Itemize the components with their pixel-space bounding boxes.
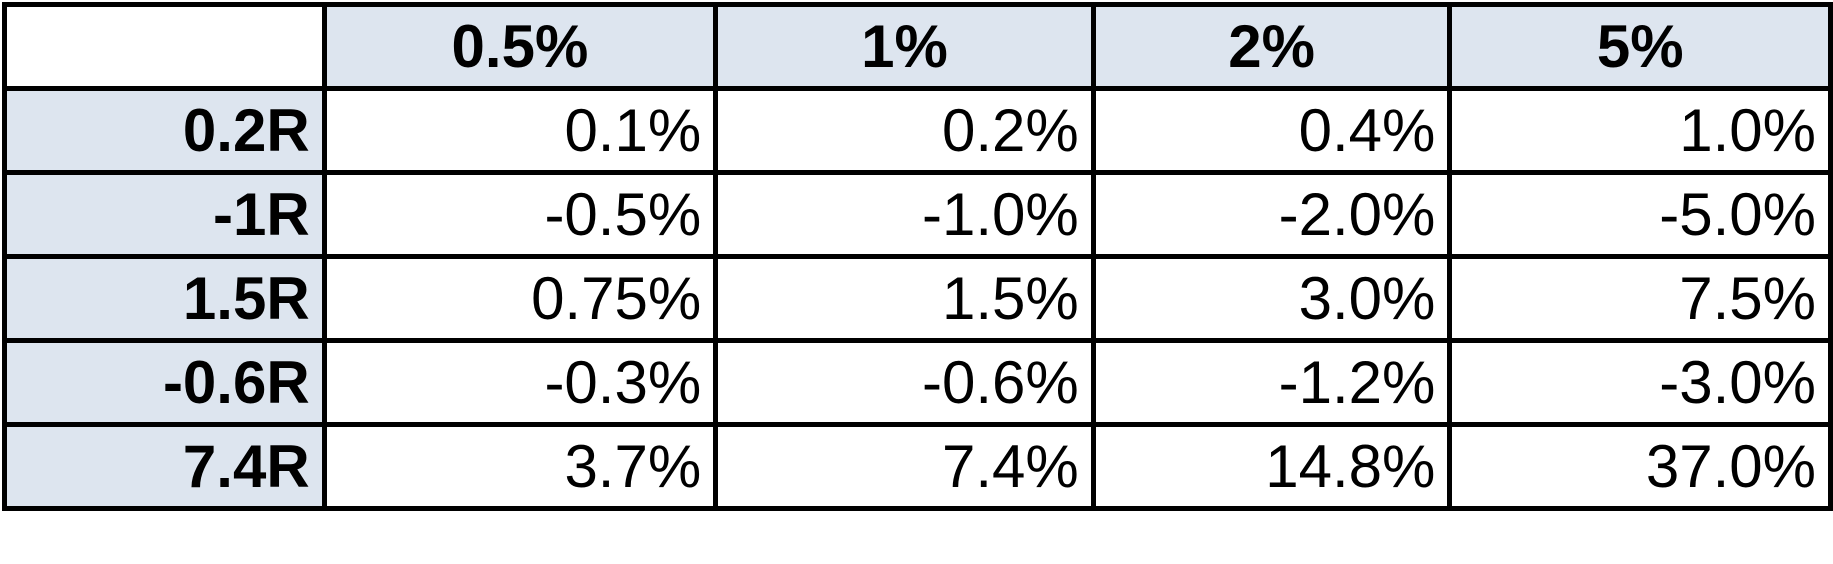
table-cell: -3.0% [1447,338,1833,427]
column-header: 2% [1090,2,1453,91]
table-cell: -2.0% [1090,170,1453,259]
table-cell: 3.0% [1090,254,1453,343]
table-row: -1R -0.5% -1.0% -2.0% -5.0% [2,170,1833,259]
table-cell: -5.0% [1447,170,1833,259]
corner-cell [2,2,327,91]
table-cell: 0.1% [321,86,719,175]
table-cell: 0.75% [321,254,719,343]
r-multiple-table: 0.5% 1% 2% 5% 0.2R 0.1% 0.2% 0.4% 1.0% -… [2,2,1833,511]
column-header: 0.5% [321,2,719,91]
table-cell: 7.5% [1447,254,1833,343]
row-header: -0.6R [2,338,327,427]
table-cell: 0.4% [1090,86,1453,175]
row-header: 0.2R [2,86,327,175]
table-row: 7.4R 3.7% 7.4% 14.8% 37.0% [2,422,1833,511]
table-cell: 0.2% [713,86,1096,175]
table-cell: -0.3% [321,338,719,427]
table-row: 0.2R 0.1% 0.2% 0.4% 1.0% [2,86,1833,175]
row-header: -1R [2,170,327,259]
table-row: 1.5R 0.75% 1.5% 3.0% 7.5% [2,254,1833,343]
header-row: 0.5% 1% 2% 5% [2,2,1833,91]
row-header: 7.4R [2,422,327,511]
row-header: 1.5R [2,254,327,343]
column-header: 1% [713,2,1096,91]
table-cell: -1.2% [1090,338,1453,427]
table-cell: -0.6% [713,338,1096,427]
column-header: 5% [1447,2,1833,91]
table-cell: 7.4% [713,422,1096,511]
table-cell: -0.5% [321,170,719,259]
table-cell: 1.5% [713,254,1096,343]
table-cell: -1.0% [713,170,1096,259]
table-cell: 1.0% [1447,86,1833,175]
table-cell: 37.0% [1447,422,1833,511]
table-row: -0.6R -0.3% -0.6% -1.2% -3.0% [2,338,1833,427]
table-cell: 14.8% [1090,422,1453,511]
table-cell: 3.7% [321,422,719,511]
